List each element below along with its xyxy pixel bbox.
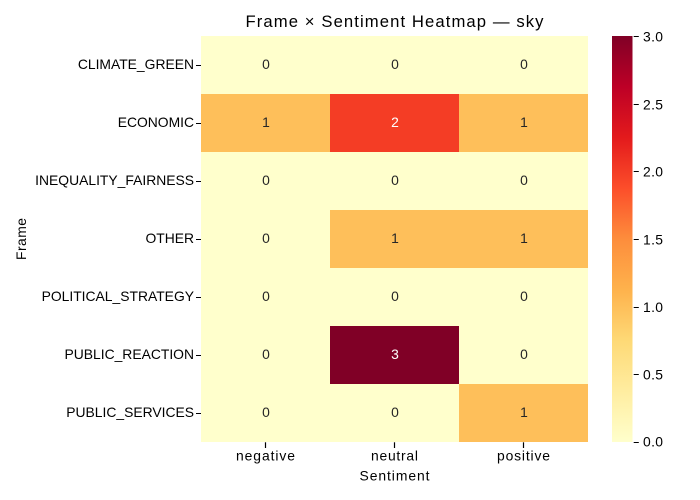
svg-text:3: 3 xyxy=(391,346,399,362)
svg-text:0: 0 xyxy=(391,288,399,304)
svg-text:0: 0 xyxy=(520,288,528,304)
svg-text:Sentiment: Sentiment xyxy=(360,468,430,484)
svg-text:2: 2 xyxy=(391,114,399,130)
svg-text:2.0: 2.0 xyxy=(643,164,663,180)
svg-text:INEQUALITY_FAIRNESS: INEQUALITY_FAIRNESS xyxy=(35,172,194,188)
svg-text:0.5: 0.5 xyxy=(643,367,663,383)
svg-text:OTHER: OTHER xyxy=(145,230,194,246)
svg-text:negative: negative xyxy=(236,448,295,464)
svg-text:0: 0 xyxy=(262,404,270,420)
svg-text:ECONOMIC: ECONOMIC xyxy=(118,114,194,130)
svg-text:0: 0 xyxy=(391,404,399,420)
svg-text:neutral: neutral xyxy=(371,448,418,464)
svg-text:1.5: 1.5 xyxy=(643,232,663,248)
svg-text:POLITICAL_STRATEGY: POLITICAL_STRATEGY xyxy=(42,288,194,304)
svg-text:Frame: Frame xyxy=(13,218,29,260)
svg-text:0: 0 xyxy=(262,230,270,246)
svg-text:0: 0 xyxy=(262,172,270,188)
svg-text:3.0: 3.0 xyxy=(643,29,663,45)
svg-text:1: 1 xyxy=(391,230,399,246)
svg-text:positive: positive xyxy=(497,448,550,464)
svg-text:0: 0 xyxy=(391,56,399,72)
svg-text:1: 1 xyxy=(520,230,528,246)
svg-text:1: 1 xyxy=(520,114,528,130)
svg-text:0: 0 xyxy=(520,346,528,362)
svg-text:0: 0 xyxy=(391,172,399,188)
svg-text:0: 0 xyxy=(262,346,270,362)
svg-text:PUBLIC_SERVICES: PUBLIC_SERVICES xyxy=(66,404,194,420)
svg-text:CLIMATE_GREEN: CLIMATE_GREEN xyxy=(78,56,194,72)
svg-text:0.0: 0.0 xyxy=(643,434,663,450)
svg-text:0: 0 xyxy=(262,56,270,72)
svg-text:2.5: 2.5 xyxy=(643,97,663,113)
svg-text:0: 0 xyxy=(520,56,528,72)
svg-text:PUBLIC_REACTION: PUBLIC_REACTION xyxy=(64,346,194,362)
svg-text:1: 1 xyxy=(262,114,270,130)
svg-text:Frame × Sentiment Heatmap — sk: Frame × Sentiment Heatmap — sky xyxy=(246,12,545,31)
svg-text:0: 0 xyxy=(262,288,270,304)
svg-text:1: 1 xyxy=(520,404,528,420)
svg-text:0: 0 xyxy=(520,172,528,188)
svg-text:1.0: 1.0 xyxy=(643,299,663,315)
